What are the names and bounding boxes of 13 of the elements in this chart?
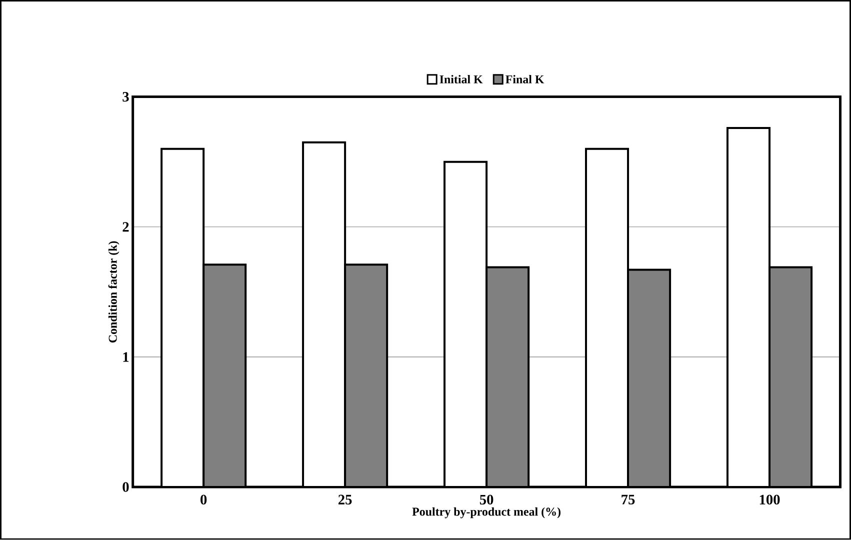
y-tick-label: 2 xyxy=(122,222,129,232)
y-tick-label: 3 xyxy=(122,92,129,102)
legend-label: Final K xyxy=(506,75,544,84)
legend-label: Initial K xyxy=(440,75,483,84)
x-tick-label: 75 xyxy=(622,494,635,504)
x-tick-label: 100 xyxy=(760,494,780,505)
x-tick-label: 0 xyxy=(200,494,207,505)
x-tick-label: 25 xyxy=(338,494,352,505)
y-axis-title: Condition factor (k) xyxy=(108,241,120,343)
x-tick-label: 50 xyxy=(480,494,494,505)
x-axis-title: Poultry by-product meal (%) xyxy=(412,507,560,518)
y-tick-label: 0 xyxy=(122,482,129,492)
y-tick-label: 1 xyxy=(123,352,129,362)
